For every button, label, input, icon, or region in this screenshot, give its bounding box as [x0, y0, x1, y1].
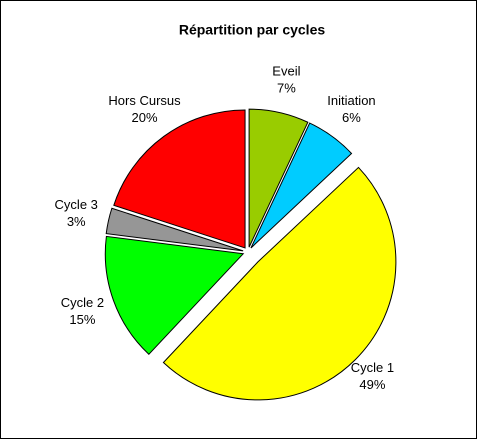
pie-slice — [162, 166, 397, 401]
pie-slice — [104, 235, 245, 355]
slice-value-label: 15% — [69, 312, 95, 327]
slice-value-label: 7% — [277, 81, 296, 96]
pie-slice — [248, 108, 309, 248]
slice-value-label: 3% — [67, 214, 86, 229]
pie-slice — [105, 207, 244, 252]
slice-label: Cycle 2 — [61, 295, 104, 310]
pie-slice — [113, 109, 246, 249]
slice-label: Eveil — [272, 64, 300, 79]
slice-label: Cycle 3 — [55, 197, 98, 212]
slice-label: Hors Cursus — [108, 93, 181, 108]
slice-value-label: 6% — [342, 110, 361, 125]
slice-label: Cycle 1 — [351, 360, 394, 375]
chart-title: Répartition par cycles — [179, 22, 325, 38]
slice-value-label: 49% — [359, 377, 385, 392]
pie-slice — [250, 122, 353, 249]
slice-label: Initiation — [327, 93, 375, 108]
slice-value-label: 20% — [132, 110, 158, 125]
